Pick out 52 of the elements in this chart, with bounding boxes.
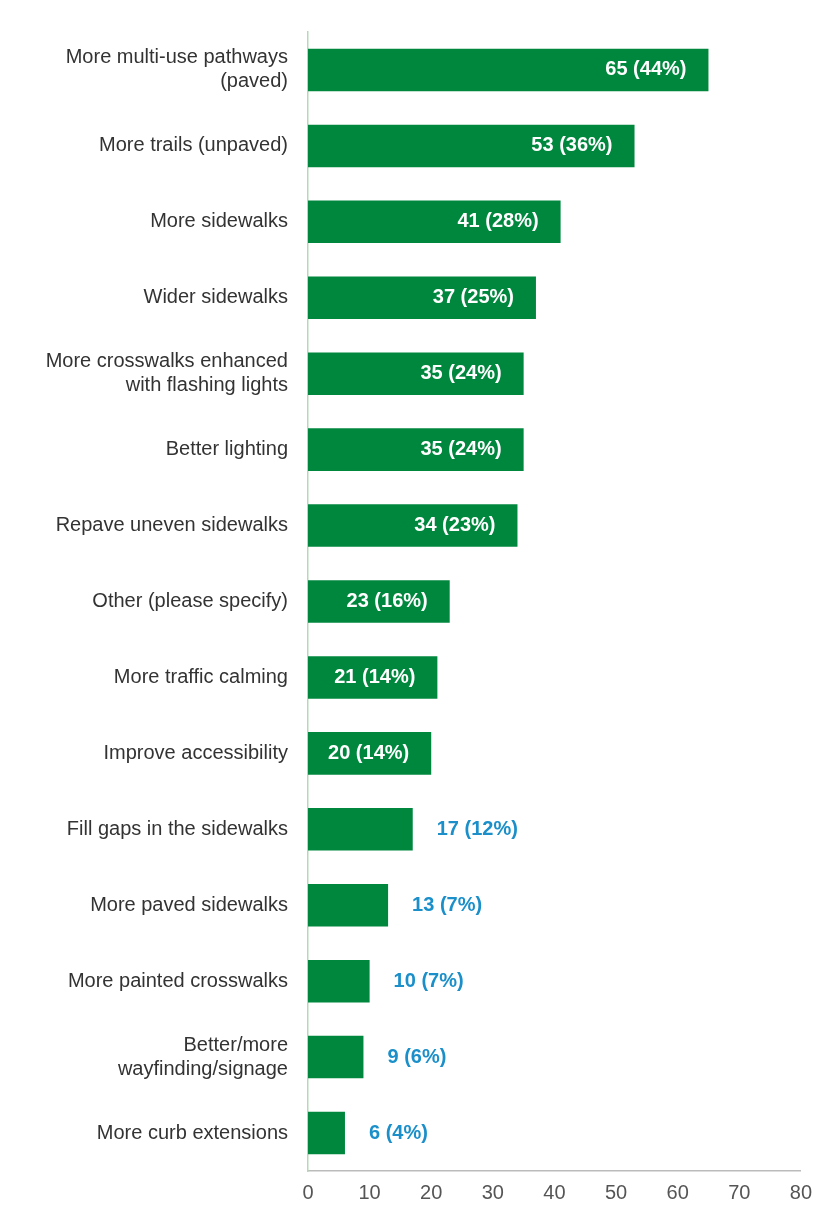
y-tick-label: Wider sidewalks [143, 285, 288, 308]
bar [308, 200, 561, 244]
y-tick-label: More sidewalks [150, 209, 288, 232]
x-tick-label: 10 [358, 1180, 381, 1203]
bar [308, 48, 709, 92]
x-tick-label: 50 [604, 1180, 628, 1203]
data-label: 9 (6%) [387, 1044, 447, 1067]
y-tick-label: More traffic calming [113, 664, 288, 687]
x-tick-label: 20 [420, 1180, 443, 1203]
bar [308, 428, 524, 471]
data-label: 23 (16%) [346, 589, 428, 612]
data-label: 35 (24%) [420, 361, 502, 384]
x-tick-label: 40 [543, 1180, 566, 1203]
bar [308, 959, 370, 1003]
bar [308, 808, 413, 851]
y-tick-label: More multi-use pathways (paved) [65, 45, 288, 92]
y-tick-label: Repave uneven sidewalks [55, 513, 288, 536]
data-label: 53 (36%) [531, 133, 613, 156]
data-label: 35 (24%) [420, 437, 502, 460]
y-tick-label: Other (please specify) [92, 589, 288, 612]
y-tick-label: More paved sidewalks [90, 892, 288, 915]
bar [308, 580, 450, 623]
x-tick-label: 70 [728, 1180, 751, 1203]
y-tick-label: Better lighting [165, 437, 288, 460]
data-label: 65 (44%) [605, 57, 687, 80]
bar [308, 1111, 345, 1155]
data-label: 21 (14%) [334, 664, 416, 687]
bar [308, 276, 536, 320]
y-tick-label: More crosswalks enhanced with flashing lights [45, 349, 288, 396]
y-tick-label: More trails (unpaved) [99, 133, 288, 156]
data-label: 37 (25%) [432, 285, 514, 308]
y-tick-label: Better/more wayfinding/signage [116, 1032, 288, 1079]
x-tick-label: 80 [789, 1180, 812, 1203]
y-tick-label: More painted crosswalks [67, 968, 288, 991]
x-tick-label: 60 [666, 1180, 689, 1203]
y-tick-label: Improve accessibility [103, 740, 288, 763]
bar [308, 1035, 364, 1079]
bar [308, 124, 635, 168]
bar [308, 504, 518, 547]
bar [308, 352, 524, 395]
x-tick-label: 30 [481, 1180, 504, 1203]
data-label: 20 (14%) [328, 740, 410, 763]
data-label: 34 (23%) [414, 513, 496, 536]
bar [308, 883, 389, 927]
data-label: 6 (4%) [368, 1120, 428, 1143]
data-label: 10 (7%) [393, 968, 464, 991]
data-label: 17 (12%) [436, 816, 518, 839]
x-tick-label: 0 [302, 1180, 314, 1203]
data-label: 41 (28%) [457, 209, 539, 232]
y-tick-label: More curb extensions [96, 1120, 288, 1143]
data-label: 13 (7%) [412, 892, 483, 915]
y-tick-label: Fill gaps in the sidewalks [66, 816, 288, 839]
